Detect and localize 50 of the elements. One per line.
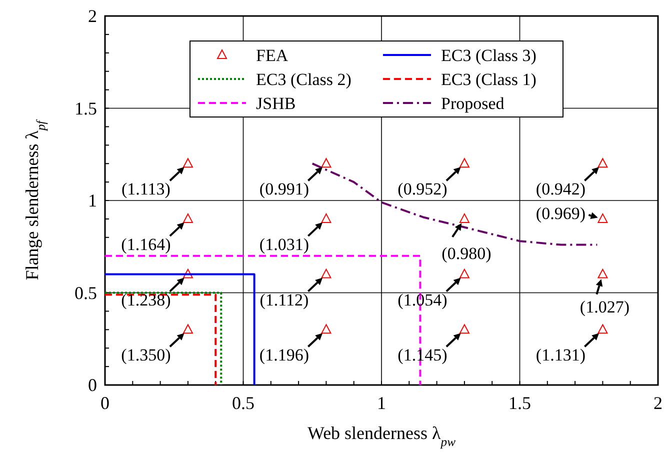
legend-label: EC3 (Class 3) <box>441 46 536 65</box>
y-tick-label: 0 <box>88 375 97 395</box>
point <box>182 324 193 334</box>
annotation: (1.131) <box>536 346 586 365</box>
annotation: (1.196) <box>259 346 309 365</box>
point <box>321 268 332 278</box>
point <box>182 268 193 278</box>
y-tick-label: 2 <box>88 6 97 26</box>
legend-label: FEA <box>256 46 289 65</box>
x-tick-label: 0.5 <box>232 393 254 413</box>
legend-label: EC3 (Class 1) <box>441 70 536 89</box>
point <box>598 213 608 223</box>
point <box>598 268 608 278</box>
point <box>321 213 332 223</box>
annotation: (1.145) <box>398 346 448 365</box>
point <box>182 158 193 168</box>
point <box>459 213 470 223</box>
y-tick-label: 0.5 <box>74 282 97 303</box>
annotation: (0.991) <box>259 180 309 199</box>
y-tick-label: 1 <box>88 190 97 210</box>
annotation: (0.969) <box>536 204 586 223</box>
point <box>459 268 470 278</box>
point <box>321 158 332 168</box>
annotation: (1.238) <box>121 290 171 310</box>
y-tick-label: 1.5 <box>74 98 97 118</box>
annotation: (1.113) <box>121 180 170 199</box>
legend-label: EC3 (Class 2) <box>256 70 352 89</box>
point <box>321 324 332 334</box>
legend-label: JSHB <box>256 94 296 113</box>
x-axis-title: Web slenderness λ$_{pw}$ <box>308 423 456 449</box>
annotation: (0.980) <box>442 244 492 263</box>
line-series <box>311 162 598 246</box>
x-tick-label: 2 <box>654 393 662 413</box>
x-tick-label: 1 <box>377 393 386 413</box>
annotation: (1.164) <box>121 234 171 254</box>
x-tick-label: 1.5 <box>508 393 531 413</box>
annotation: (1.027) <box>580 297 630 316</box>
annotation: (1.031) <box>259 234 309 254</box>
point <box>598 158 608 168</box>
annotation: (0.942) <box>536 180 586 199</box>
annotation: (1.350) <box>121 346 171 365</box>
annotation: (1.054) <box>398 290 448 310</box>
legend-label: Proposed <box>441 94 505 113</box>
point <box>459 324 470 334</box>
point <box>598 324 608 334</box>
x-tick-label: 0 <box>100 393 110 413</box>
annotation: (0.952) <box>398 180 448 199</box>
annotation: (1.112) <box>260 290 309 310</box>
point <box>459 158 470 168</box>
point <box>182 213 193 223</box>
